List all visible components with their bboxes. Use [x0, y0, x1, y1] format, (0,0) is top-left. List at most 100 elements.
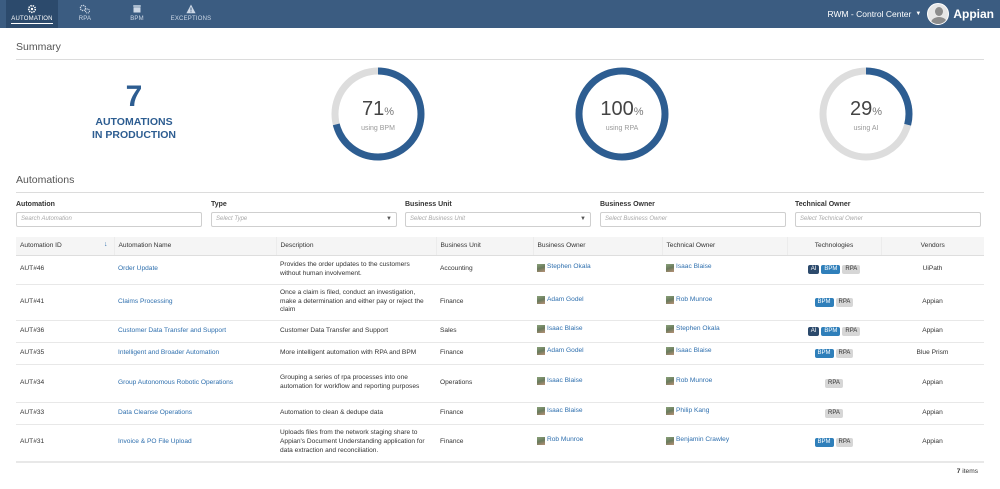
sort-down-icon[interactable]: ↓	[104, 241, 108, 248]
appian-logo: Appian	[953, 7, 994, 21]
automation-name-link[interactable]: Intelligent and Broader Automation	[118, 348, 220, 356]
warning-icon	[164, 4, 218, 14]
gauge-ai-value: 29	[849, 98, 873, 120]
user-photo-icon	[537, 377, 545, 386]
automation-description: Grouping a series of rpa processes into …	[276, 364, 436, 403]
site-menu[interactable]: RWM - Control Center	[827, 9, 912, 19]
summary-divider	[16, 59, 984, 60]
business-unit-select[interactable]: Select Business Unit ▼	[405, 212, 591, 227]
technical-owner-picker[interactable]: Select Technical Owner	[795, 212, 981, 227]
business-owner-link[interactable]: Rob Munroe	[547, 436, 584, 444]
filter-automation-label: Automation	[16, 201, 55, 208]
caret-down-icon[interactable]: ▼	[915, 11, 922, 17]
automation-id: AUT#41	[16, 284, 114, 321]
tab-exceptions[interactable]: EXCEPTIONS	[164, 0, 218, 28]
business-owner-link[interactable]: Isaac Blaise	[547, 376, 583, 384]
col-technical-owner[interactable]: Technical Owner	[661, 237, 787, 256]
table-row: AUT#34 Group Autonomous Robotic Operation…	[16, 364, 984, 403]
automation-search-input[interactable]: Search Automation	[16, 212, 202, 227]
business-unit: Operations	[436, 364, 533, 403]
technologies-cell: BPM RPA	[787, 284, 881, 321]
technical-owner-link[interactable]: Benjamin Crawley	[676, 436, 730, 444]
automation-name-link[interactable]: Invoice & PO File Upload	[118, 438, 192, 446]
tab-rpa-label: RPA	[78, 16, 92, 22]
box-icon	[111, 4, 163, 14]
table-row: AUT#33 Data Cleanse Operations Automation …	[16, 402, 984, 425]
technical-owner-link[interactable]: Isaac Blaise	[676, 263, 712, 271]
gauge-bpm: 71% using BPM	[330, 66, 426, 162]
type-select[interactable]: Select Type ▼	[211, 212, 397, 227]
tech-badge-rpa: RPA	[835, 438, 854, 447]
tech-badge-bpm: BPM	[814, 348, 834, 358]
col-business-owner[interactable]: Business Owner	[532, 237, 662, 256]
col-automation-name[interactable]: Automation Name	[113, 237, 276, 256]
col-automation-id[interactable]: Automation ID ↓	[16, 237, 114, 256]
technical-owner-link[interactable]: Philip Kang	[676, 406, 710, 414]
tech-badge-ai: AI	[807, 326, 820, 336]
user-photo-icon	[666, 436, 674, 445]
automation-name-link[interactable]: Claims Processing	[118, 297, 173, 305]
gauge-bpm-value: 71	[361, 98, 385, 120]
filter-technical-owner-label: Technical Owner	[795, 201, 851, 208]
business-owner-link[interactable]: Isaac Blaise	[547, 324, 583, 332]
tab-automation[interactable]: AUTOMATION	[6, 0, 58, 28]
technologies-cell: RPA	[787, 402, 881, 425]
technical-owner-link[interactable]: Stephen Okala	[676, 324, 720, 332]
business-owner-link[interactable]: Stephen Okala	[547, 263, 591, 271]
automation-name-link[interactable]: Customer Data Transfer and Support	[118, 326, 227, 334]
gauge-bpm-ring	[331, 67, 425, 161]
tab-bpm[interactable]: BPM	[111, 0, 163, 28]
tab-rpa[interactable]: RPA	[59, 0, 111, 28]
col-business-unit[interactable]: Business Unit	[435, 237, 533, 256]
technical-owner-link[interactable]: Rob Munroe	[676, 295, 713, 303]
automation-description: Uploads files from the network staging s…	[276, 424, 436, 462]
table-footer: 7 items	[16, 462, 984, 480]
col-vendors[interactable]: Vendors	[880, 237, 984, 256]
tech-badge-rpa: RPA	[842, 265, 861, 274]
business-owner-picker[interactable]: Select Business Owner	[600, 212, 786, 227]
user-photo-icon	[537, 347, 545, 356]
business-owner-link[interactable]: Adam Godel	[547, 346, 584, 354]
user-photo-icon	[666, 263, 674, 272]
tech-badge-rpa: RPA	[835, 297, 854, 307]
tech-badge-bpm: BPM	[814, 297, 834, 307]
vendor: Blue Prism	[881, 342, 984, 365]
automation-description: Customer Data Transfer and Support	[276, 320, 436, 343]
table-header-row: Automation ID ↓ Automation Name Descripti…	[16, 237, 984, 256]
technical-owner-link[interactable]: Rob Munroe	[676, 376, 713, 384]
business-owner-link[interactable]: Adam Godel	[547, 295, 584, 303]
gears-icon	[59, 4, 111, 14]
business-owner-link[interactable]: Isaac Blaise	[547, 406, 583, 414]
technologies-cell: BPM RPA	[787, 424, 881, 462]
technologies-cell: AI BPM RPA	[787, 320, 881, 343]
item-count-label: items	[962, 468, 978, 475]
business-unit: Sales	[436, 320, 533, 343]
gauge-rpa-label: using RPA	[605, 125, 639, 132]
business-unit: Finance	[436, 424, 533, 462]
automation-name-link[interactable]: Data Cleanse Operations	[118, 408, 193, 416]
top-navigation-bar: AUTOMATION RPA BPM EXCEPTIONS RWM - Cont…	[0, 0, 1000, 28]
user-photo-icon	[666, 407, 674, 416]
tech-badge-rpa: RPA	[835, 348, 854, 358]
user-photo-icon	[666, 377, 674, 386]
gauge-ai: 29% using AI	[818, 66, 914, 162]
vendor: UiPath	[881, 255, 984, 285]
tech-badge-ai: AI	[807, 265, 820, 274]
tech-badge-bpm: BPM	[814, 438, 834, 447]
automation-name-link[interactable]: Order Update	[118, 265, 158, 273]
tech-badge-rpa: RPA	[842, 326, 861, 336]
tech-badge-rpa: RPA	[825, 378, 843, 388]
gauge-ai-label: using AI	[853, 125, 879, 132]
technical-owner-link[interactable]: Isaac Blaise	[676, 346, 712, 354]
col-technologies[interactable]: Technologies	[786, 237, 881, 256]
col-description[interactable]: Description	[275, 237, 436, 256]
automation-description: Provides the order updates to the custom…	[276, 255, 436, 285]
user-photo-icon	[666, 347, 674, 356]
automation-description: More intelligent automation with RPA and…	[276, 342, 436, 365]
user-avatar[interactable]	[927, 3, 950, 25]
user-photo-icon	[537, 436, 545, 445]
item-count: 7	[956, 468, 961, 475]
business-unit: Finance	[436, 284, 533, 321]
table-row: AUT#41 Claims Processing Once a claim is f…	[16, 284, 984, 321]
automation-name-link[interactable]: Group Autonomous Robotic Operations	[118, 378, 234, 386]
